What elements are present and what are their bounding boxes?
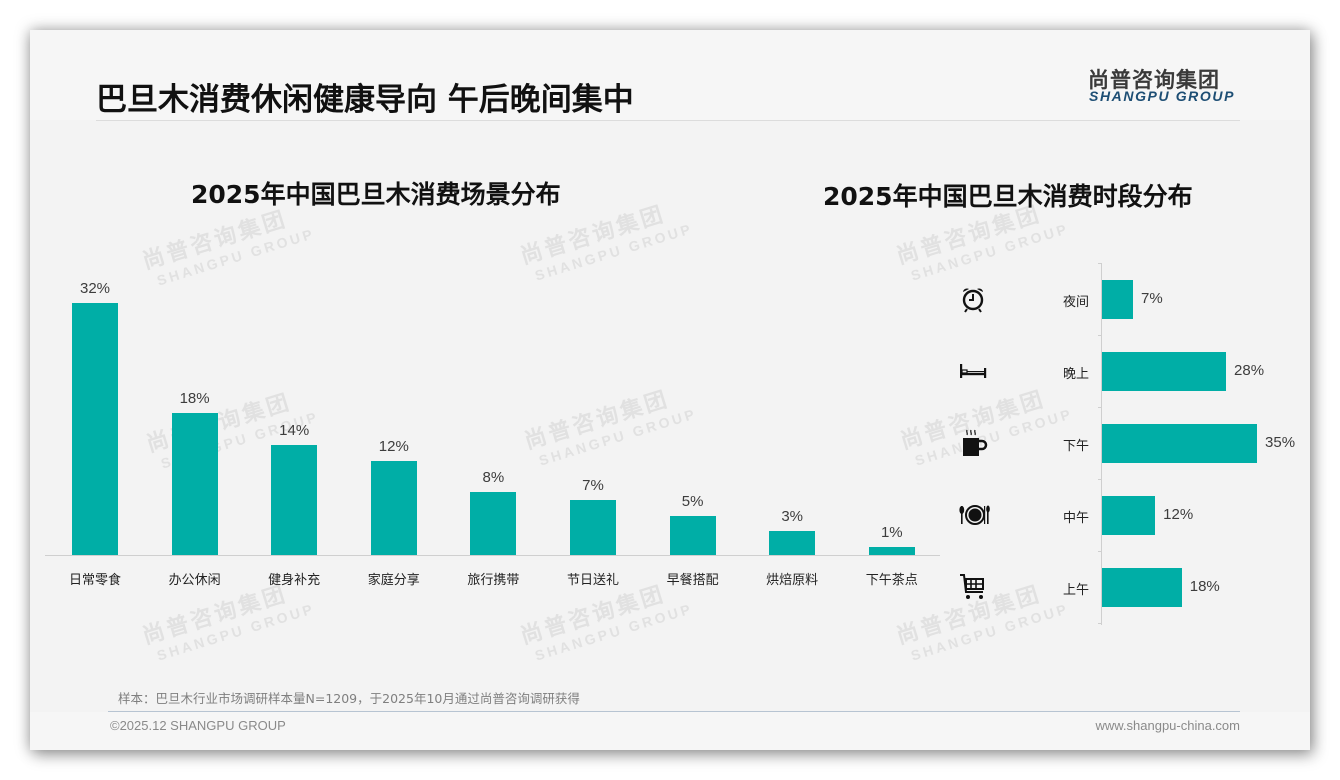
website-link[interactable]: www.shangpu-china.com: [1095, 718, 1240, 733]
scene-bar-value-label: 5%: [681, 492, 704, 510]
scene-category-label: 旅行携带: [467, 573, 520, 588]
bed-icon: [958, 356, 988, 386]
time-chart-title: 2025年中国巴旦木消费时段分布: [823, 182, 1193, 211]
scene-bar: [470, 492, 517, 555]
scene-bar: [271, 444, 318, 555]
scene-bar: [669, 515, 716, 555]
time-category-label: 下午: [1062, 439, 1089, 454]
scene-category-label: 下午茶点: [865, 573, 918, 588]
time-bar: [1102, 567, 1182, 607]
time-bar-value-label: 28%: [1234, 362, 1265, 379]
scene-category-label: 日常零食: [68, 573, 121, 588]
scene-category-label: 早餐搭配: [666, 573, 719, 588]
scene-chart-title: 2025年中国巴旦木消费场景分布: [191, 180, 561, 209]
plate-fork-knife-icon: [958, 500, 990, 530]
slide: 尚普咨询集团 SHANGPU GROUP 尚普咨询集团 SHANGPU GROUP …: [30, 30, 1310, 750]
time-bar-value-label: 18%: [1189, 578, 1220, 595]
time-chart-y-axis: [1101, 263, 1102, 625]
shopping-cart-icon: [958, 572, 988, 602]
scene-bar-value-label: 32%: [79, 280, 111, 297]
time-bar: [1102, 423, 1258, 463]
alarm-clock-icon: [958, 284, 988, 314]
footer-divider: [108, 711, 1240, 712]
scene-bar: [72, 303, 118, 555]
scene-category-label: 节日送礼: [566, 573, 619, 588]
scene-bar: [769, 531, 816, 555]
scene-bar-value-label: 14%: [279, 421, 310, 439]
scene-bar-value-label: 12%: [378, 437, 409, 455]
scene-category-label: 健身补充: [268, 573, 321, 588]
sample-note: 样本：巴旦木行业市场调研样本量N=1209，于2025年10月通过尚普咨询调研获…: [118, 691, 580, 706]
logo-text-cn: 尚普咨询集团: [1088, 68, 1220, 92]
hot-coffee-cup-icon: [958, 428, 988, 458]
scene-bar-value-label: 3%: [781, 508, 804, 526]
scene-bar-value-label: 7%: [582, 476, 604, 494]
footer-band: [30, 712, 1310, 750]
scene-bar: [370, 460, 417, 555]
page-title: 巴旦木消费休闲健康导向 午后晚间集中: [96, 82, 634, 118]
scene-category-label: 办公休闲: [168, 573, 221, 588]
y-axis-tick: [1098, 623, 1102, 624]
copyright: ©2025.12 SHANGPU GROUP: [110, 718, 286, 733]
scene-category-label: 家庭分享: [367, 573, 420, 588]
time-bar: [1102, 495, 1156, 535]
time-category-label: 上午: [1062, 583, 1089, 598]
y-axis-tick: [1098, 263, 1102, 264]
header-band: [30, 30, 1310, 120]
time-bar: [1102, 351, 1227, 391]
time-bar: [1102, 279, 1133, 319]
scene-bar: [868, 547, 915, 555]
title-divider: [96, 120, 1240, 121]
scene-category-label: 烘焙原料: [766, 573, 819, 588]
time-bar-value-label: 35%: [1265, 434, 1296, 451]
y-axis-tick: [1098, 551, 1102, 552]
scene-bar: [171, 413, 218, 555]
time-category-label: 晚上: [1062, 367, 1089, 382]
y-axis-tick: [1098, 479, 1102, 480]
logo-text-en: SHANGPU GROUP: [1089, 88, 1236, 104]
y-axis-tick: [1098, 335, 1102, 336]
time-category-label: 夜间: [1062, 295, 1089, 310]
time-bar-value-label: 7%: [1141, 290, 1163, 307]
watermark: 尚普咨询集团 SHANGPU GROUP: [521, 386, 699, 469]
scene-bar-value-label: 18%: [179, 390, 210, 408]
scene-bar-value-label: 1%: [880, 524, 903, 542]
y-axis-tick: [1098, 407, 1102, 408]
scene-bar: [570, 499, 616, 555]
scene-chart-x-axis: [45, 555, 940, 556]
time-bar-value-label: 12%: [1163, 506, 1194, 523]
scene-bar-value-label: 8%: [482, 469, 505, 486]
time-category-label: 中午: [1062, 511, 1089, 526]
